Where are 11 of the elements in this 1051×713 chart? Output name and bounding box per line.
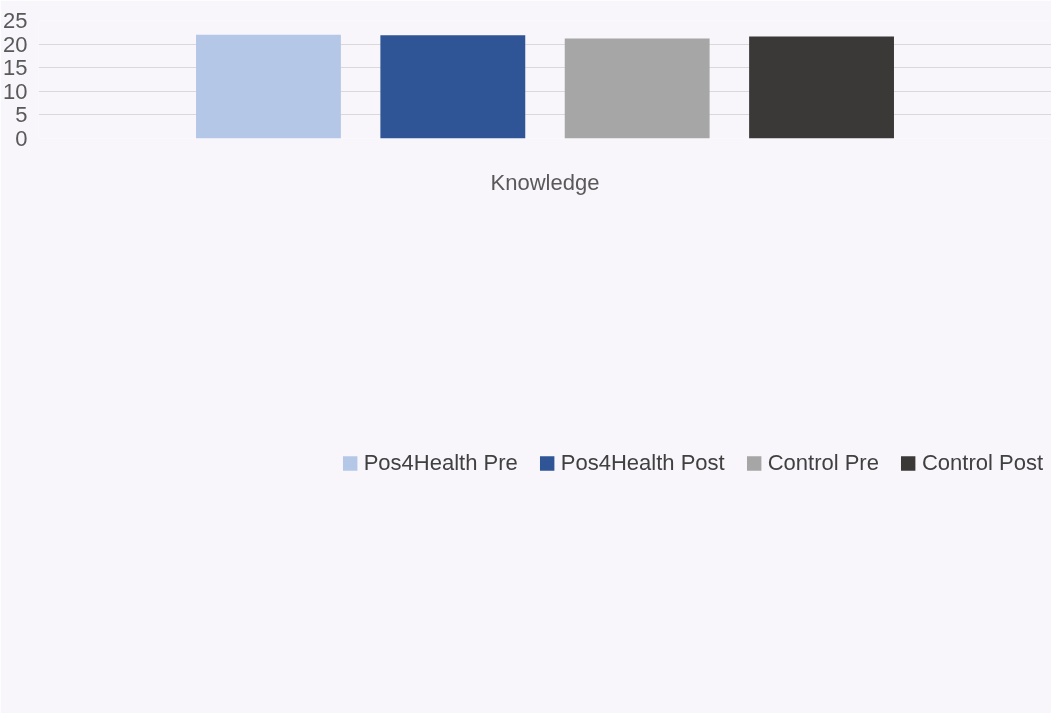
x-tick-label: Knowledge: [490, 169, 600, 195]
y-tick-label: 25: [3, 8, 28, 33]
y-tick-label: 20: [3, 31, 28, 57]
legend-label: Pos4Health Pre: [363, 450, 518, 476]
y-tick-label: 0: [15, 126, 28, 151]
legend-label: Control Pre: [767, 450, 879, 476]
legend-label: Control Post: [921, 450, 1043, 476]
y-tick-label: 15: [3, 55, 28, 81]
y-tick-label: 10: [3, 78, 28, 104]
y-tick-label: 5: [15, 102, 28, 128]
legend-label: Pos4Health Post: [560, 450, 725, 476]
